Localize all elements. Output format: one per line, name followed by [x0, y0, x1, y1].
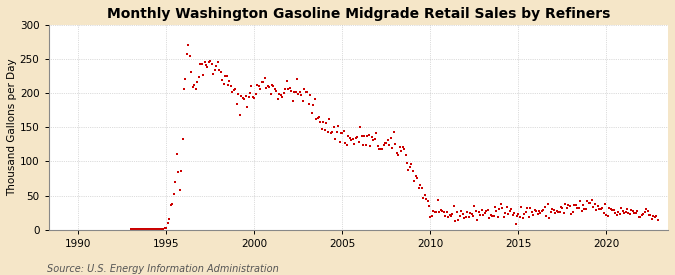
- Y-axis label: Thousand Gallons per Day: Thousand Gallons per Day: [7, 59, 17, 196]
- Text: Source: U.S. Energy Information Administration: Source: U.S. Energy Information Administ…: [47, 264, 279, 274]
- Title: Monthly Washington Gasoline Midgrade Retail Sales by Refiners: Monthly Washington Gasoline Midgrade Ret…: [107, 7, 610, 21]
